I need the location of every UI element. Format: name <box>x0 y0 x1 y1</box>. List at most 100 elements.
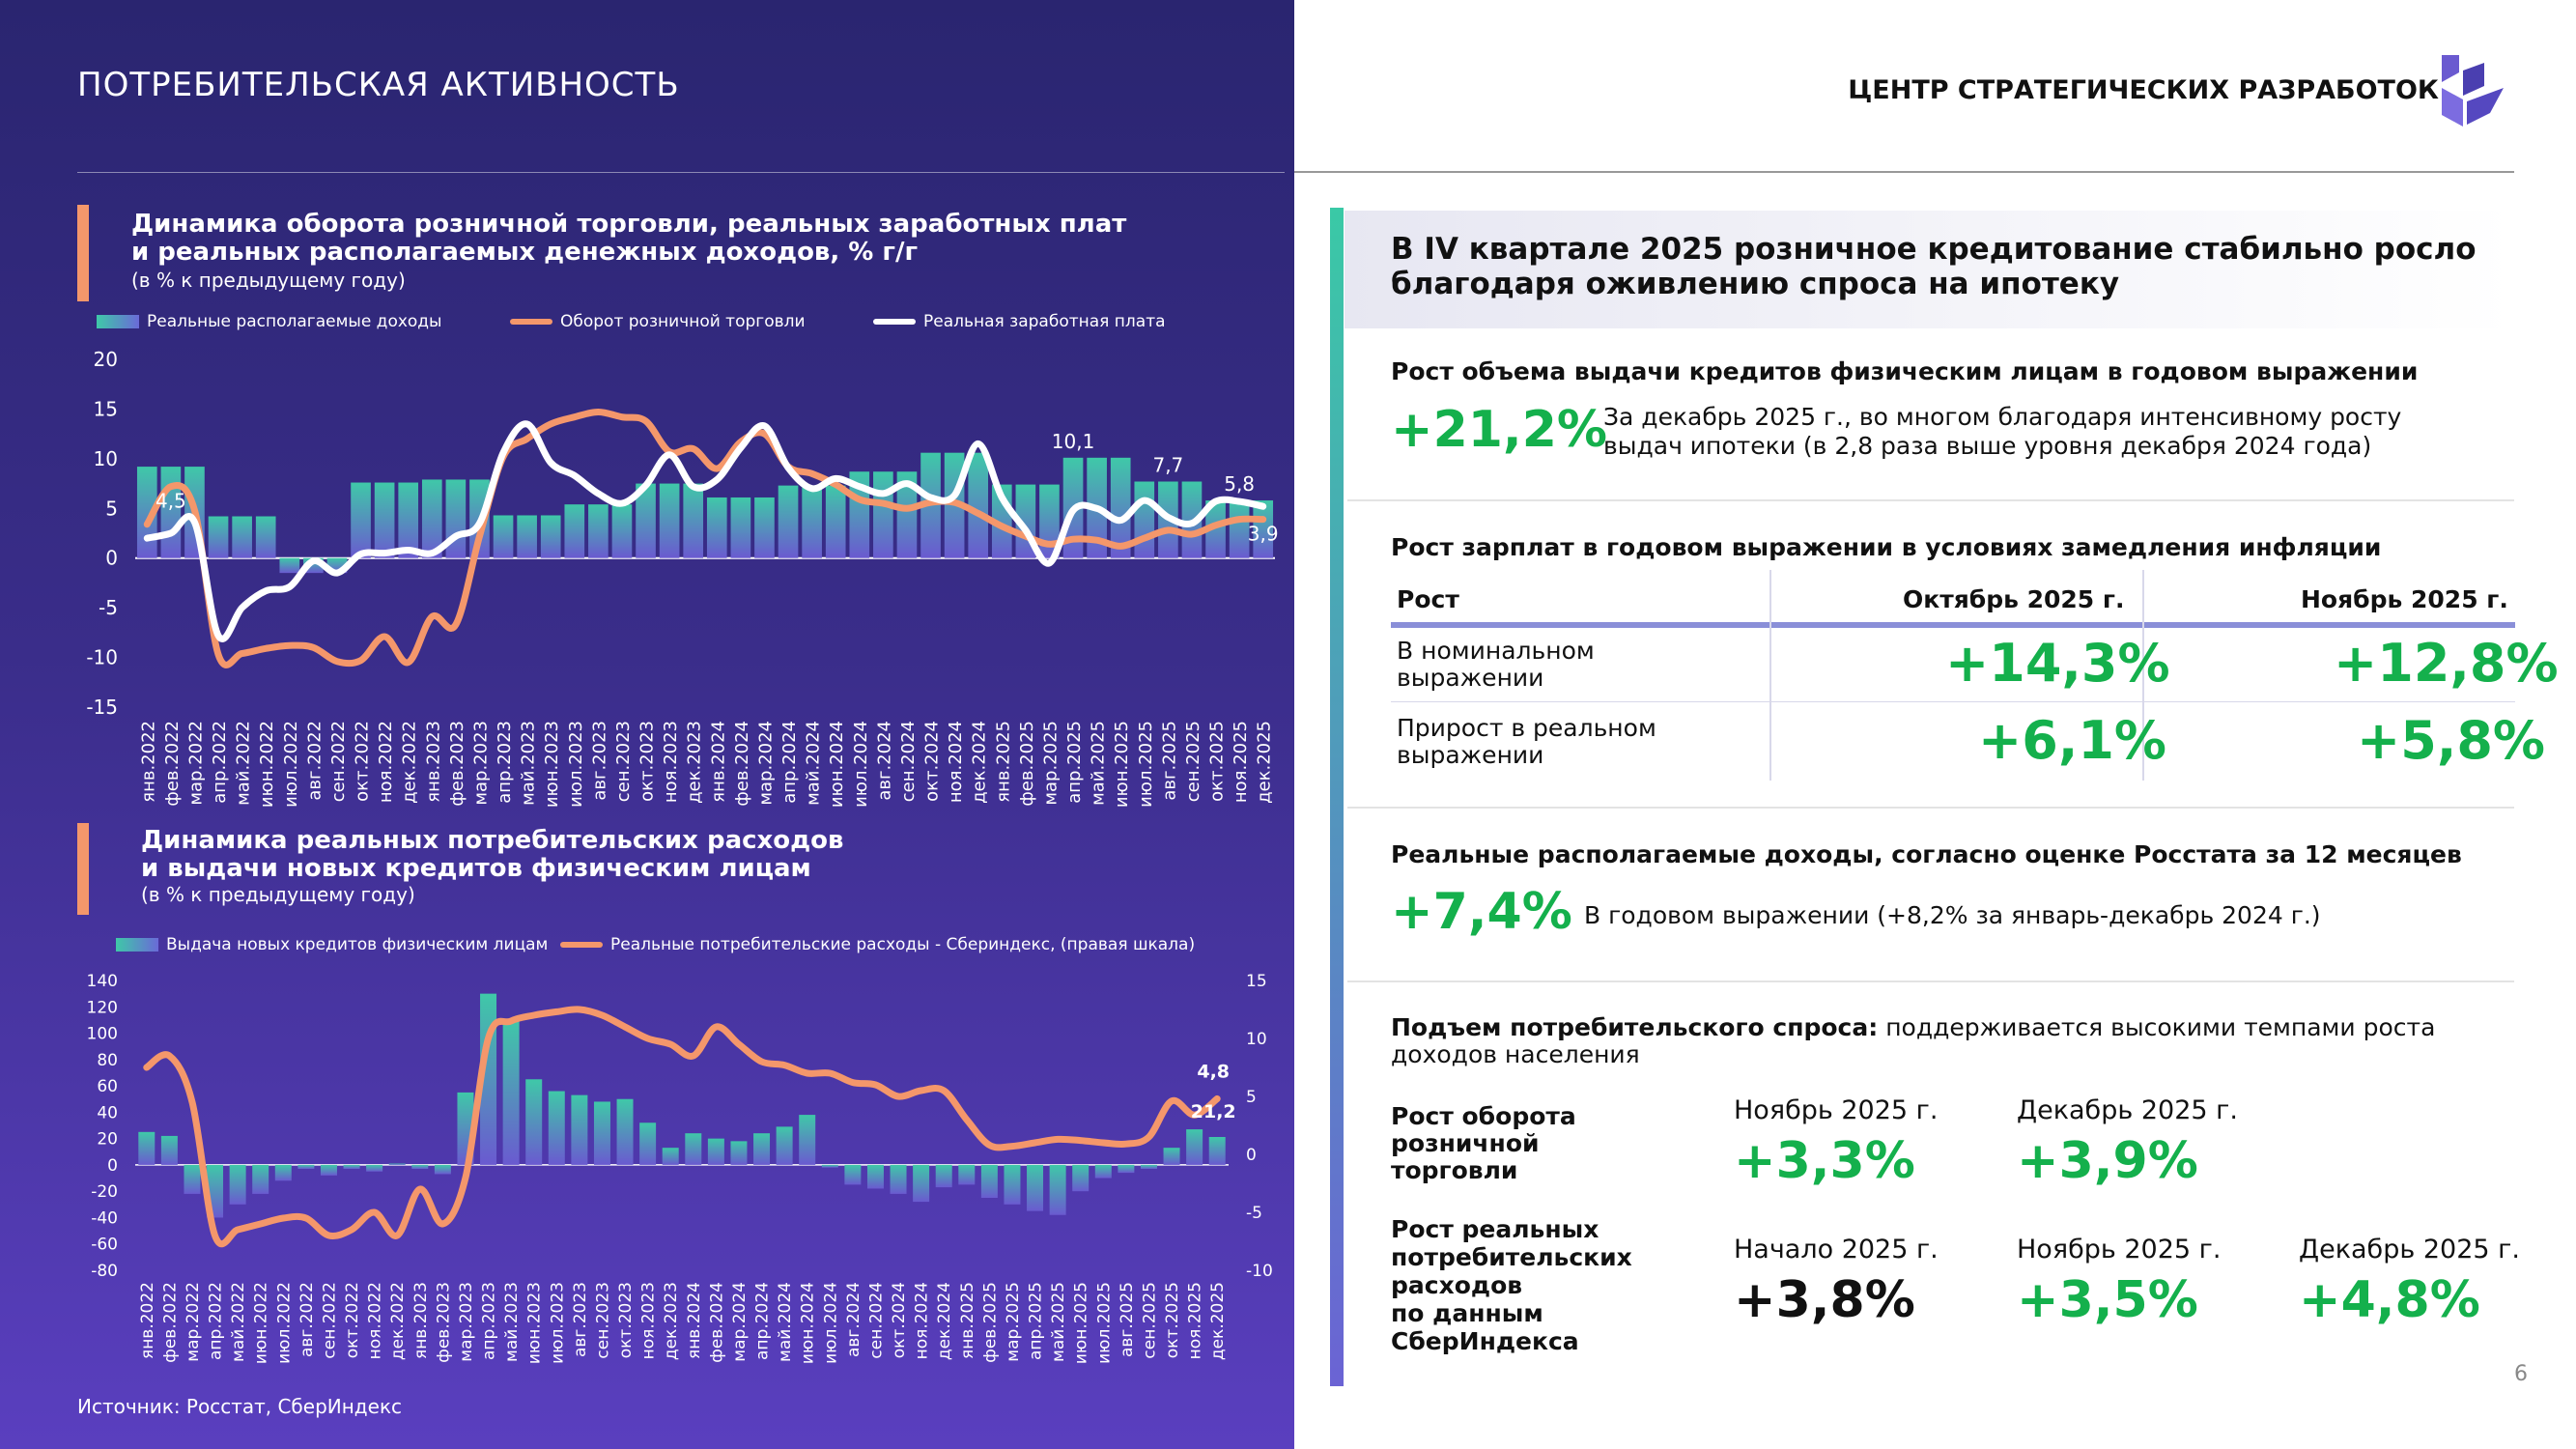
credit-bar <box>913 1164 930 1203</box>
y-left-tick-label: -20 <box>91 1182 118 1202</box>
y-left-tick-label: 60 <box>97 1077 118 1096</box>
income-bar <box>659 483 680 558</box>
x-tick-label: июн.2022 <box>257 721 277 808</box>
credit-bar <box>776 1126 793 1165</box>
credit-bar <box>753 1133 771 1165</box>
x-tick-label: апр.2023 <box>480 1282 499 1360</box>
x-tick-label: янв.2023 <box>423 721 443 803</box>
chart2-accent <box>77 823 89 915</box>
y-tick-label: 5 <box>105 497 118 520</box>
x-tick-label: июл.2022 <box>274 1282 294 1364</box>
legend-swatch-bar <box>116 938 158 952</box>
credit-bar <box>343 1164 360 1169</box>
x-tick-label: июн.2025 <box>1072 1282 1091 1364</box>
x-tick-label: авг.2023 <box>589 721 609 801</box>
x-tick-label: июн.2024 <box>827 721 847 808</box>
x-tick-label: фев.2022 <box>160 1282 180 1363</box>
credit-bar <box>1027 1164 1044 1211</box>
credit-bar <box>799 1115 816 1165</box>
x-tick-label: янв.2025 <box>993 721 1013 803</box>
data-label: 10,1 <box>1052 430 1095 453</box>
x-tick-label: май.2023 <box>502 1282 522 1362</box>
credit-bar <box>411 1164 429 1169</box>
x-tick-label: сен.2023 <box>613 721 634 802</box>
y-left-tick-label: 40 <box>97 1103 118 1122</box>
wage-row-divider <box>1391 701 2515 702</box>
y-tick-label: -5 <box>99 596 118 619</box>
income-bar <box>873 471 893 558</box>
chart2-plot: 140 120 100 80 60 40 20 0 -20 -40 -60 -80 15 10 5 0 -5 -1… <box>87 972 1273 1364</box>
income-bar <box>706 497 727 558</box>
retail-value-2: +3,9% <box>2017 1132 2198 1190</box>
income-bar <box>1253 500 1274 558</box>
x-tick-label: ноя.2023 <box>661 721 681 803</box>
headline: В IV квартале 2025 розничное кредитовани… <box>1391 232 2477 301</box>
wage-row2-nov: +5,8% <box>2357 710 2546 771</box>
income-bar <box>351 482 371 558</box>
legend-swatch-line <box>510 319 552 325</box>
x-tick-label: мар.2023 <box>457 1282 476 1362</box>
y-right-tick-label: -5 <box>1246 1204 1262 1223</box>
credit-bar <box>958 1164 976 1185</box>
x-tick-label: ноя.2023 <box>639 1282 659 1359</box>
x-tick-label: авг.2024 <box>874 721 894 801</box>
chart2-title-line2: и выдачи новых кредитов физическим лицам <box>141 854 811 883</box>
income-bar <box>778 485 799 558</box>
x-tick-label: ноя.2022 <box>376 721 396 803</box>
x-tick-label: май.2025 <box>1049 1282 1068 1362</box>
spending-value-2: +3,5% <box>2017 1271 2198 1329</box>
credit-bar <box>1094 1164 1112 1179</box>
credit-bar <box>320 1164 337 1176</box>
x-tick-label: дек.2024 <box>970 721 990 804</box>
income-bar <box>564 504 585 558</box>
x-tick-label: окт.2025 <box>1207 721 1228 802</box>
y-right-tick-label: 5 <box>1246 1088 1257 1107</box>
credit-bar <box>730 1141 748 1165</box>
real-wage-line <box>143 420 1267 642</box>
chart2-subtitle: (в % к предыдущему году) <box>141 883 415 906</box>
x-tick-label: окт.2023 <box>637 721 658 802</box>
wage-col-header-0: Рост <box>1397 585 1459 613</box>
credit-bar <box>252 1164 269 1194</box>
chart1-legend-wage: Реальная заработная плата <box>873 312 1166 331</box>
y-right-tick-label: 15 <box>1246 972 1267 991</box>
x-tick-label: апр.2025 <box>1027 1282 1046 1360</box>
x-tick-label: фев.2022 <box>162 721 183 807</box>
spending-label: Рост реальных потребительских расходов по д… <box>1391 1215 1632 1355</box>
y-tick-label: 10 <box>94 447 118 470</box>
data-label: 4,8 <box>1197 1061 1230 1082</box>
credit-bar <box>525 1079 543 1165</box>
x-tick-label: июл.2023 <box>548 1282 567 1364</box>
legend-swatch-line <box>873 319 916 325</box>
x-tick-label: сен.2023 <box>593 1282 612 1359</box>
x-tick-label: сен.2022 <box>328 721 349 802</box>
income-text: В годовом выражении (+8,2% за январь-дек… <box>1584 901 2321 929</box>
credit-bar <box>1118 1164 1135 1174</box>
left-panel: ПОТРЕБИТЕЛЬСКАЯ АКТИВНОСТЬ Динамика обор… <box>0 0 1294 1449</box>
y-left-tick-label: 0 <box>107 1156 118 1176</box>
y-tick-label: 20 <box>94 348 118 371</box>
wage-table-col-divider <box>2142 570 2144 781</box>
x-tick-label: окт.2025 <box>1163 1282 1182 1358</box>
x-tick-label: мар.2024 <box>755 721 776 806</box>
income-bar <box>683 483 704 558</box>
data-label: 3,9 <box>1248 523 1279 546</box>
right-header-divider <box>1294 171 2514 173</box>
x-tick-label: июн.2023 <box>542 721 562 808</box>
x-tick-label: дек.2023 <box>685 721 705 804</box>
x-tick-label: авг.2023 <box>571 1282 590 1357</box>
credit-bar <box>980 1164 998 1198</box>
x-tick-label: мар.2025 <box>1040 721 1061 806</box>
x-tick-label: фев.2025 <box>980 1282 1000 1363</box>
wage-table-header-rule <box>1391 622 2515 628</box>
income-bar <box>802 485 822 558</box>
credit-text-line2: выдач ипотеки (в 2,8 раза выше уровня де… <box>1603 432 2372 460</box>
x-tick-label: июн.2024 <box>799 1282 818 1364</box>
retail-value-1: +3,3% <box>1734 1132 1915 1190</box>
x-tick-label: фев.2024 <box>732 721 752 807</box>
credit-heading: Рост объема выдачи кредитов физическим л… <box>1391 357 2419 385</box>
y-left-tick-label: -40 <box>91 1208 118 1228</box>
x-tick-label: авг.2024 <box>844 1282 863 1357</box>
credit-bar <box>571 1094 588 1165</box>
spending-value-3: +4,8% <box>2299 1271 2480 1329</box>
